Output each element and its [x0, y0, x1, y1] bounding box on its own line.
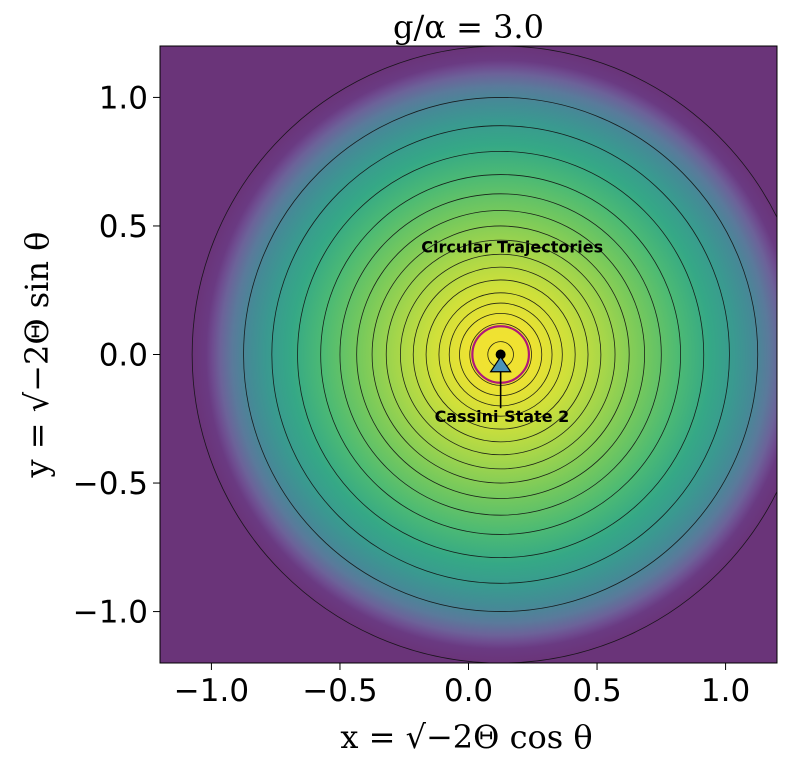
contour-line-8	[385, 239, 616, 470]
y-tick-label-3: 0.5	[99, 209, 148, 245]
x-axis-label: x = √−2Θ cos θ	[340, 718, 592, 756]
plot-area: Circular Trajectories Cassini State 2	[160, 46, 777, 663]
y-tick-label-1: −0.5	[73, 466, 148, 502]
contour-line-7	[399, 253, 602, 456]
x-tick-label-4: 1.0	[701, 673, 750, 709]
y-tick-label-4: 1.0	[99, 80, 148, 116]
contour-line-11	[339, 193, 662, 516]
contour-line-5	[425, 279, 576, 430]
plot-clip-group: Circular Trajectories Cassini State 2	[160, 46, 777, 663]
x-tick-label-2: 0.0	[444, 673, 493, 709]
cassini-state-point	[495, 349, 506, 360]
axes: −1.0 −0.5 0.0 0.5 1.0 −1.0 −0.5 0.0 0.5 1.0	[73, 45, 778, 709]
annotation-text-1: Cassini State 2	[435, 407, 570, 426]
y-tick-label-2: 0.0	[99, 338, 148, 374]
x-tick-label-3: 0.5	[572, 673, 621, 709]
y-axis-label: y = √−2Θ sin θ	[18, 232, 56, 479]
annotation-text-0: Circular Trajectories	[421, 238, 603, 257]
colormap-field	[192, 46, 777, 663]
contour-line-14	[271, 125, 730, 584]
x-tick-label-1: −0.5	[302, 673, 377, 709]
chart-title: g/α = 3.0	[393, 8, 544, 46]
contour-line-15	[243, 97, 759, 612]
contour-line-10	[356, 210, 646, 499]
contour-line-13	[297, 151, 705, 558]
cassini-triangle-marker	[489, 355, 512, 373]
x-tick-label-0: −1.0	[174, 673, 249, 709]
contour-line-6	[412, 266, 589, 443]
contour-line-12	[320, 174, 681, 535]
contour-line-16	[191, 46, 777, 663]
contour-line-4	[438, 292, 563, 417]
y-tick-label-0: −1.0	[73, 595, 148, 631]
contour-line-9	[371, 225, 630, 484]
